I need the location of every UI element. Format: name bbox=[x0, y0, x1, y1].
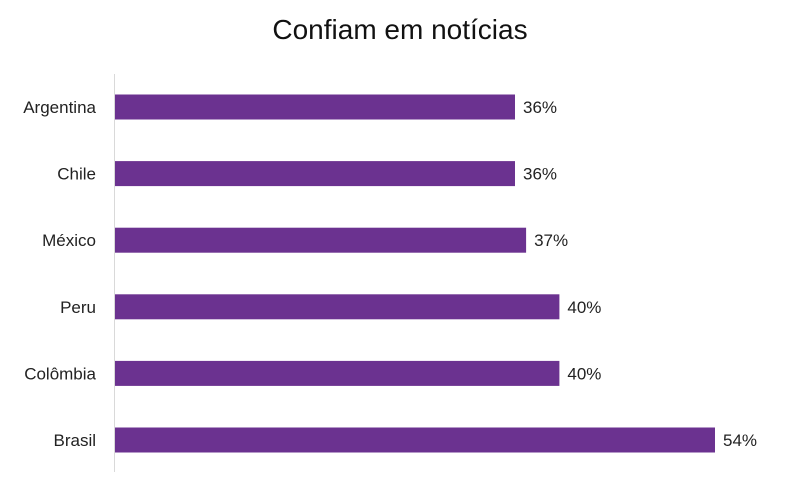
bar-peru bbox=[115, 294, 560, 320]
data-label: 36% bbox=[523, 98, 557, 117]
bar-colômbia bbox=[115, 360, 560, 386]
data-label: 37% bbox=[534, 231, 568, 250]
category-label: Peru bbox=[60, 298, 96, 317]
chart-title: Confiam em notícias bbox=[272, 14, 528, 45]
data-label: 40% bbox=[567, 298, 601, 317]
bar-argentina bbox=[115, 94, 515, 120]
data-label: 36% bbox=[523, 165, 557, 184]
category-label: Chile bbox=[57, 165, 96, 184]
bar-méxico bbox=[115, 227, 527, 253]
bars-group: Argentina 36% Chile 36% México 37% Peru 40% Colô… bbox=[23, 94, 757, 453]
bar-brasil bbox=[115, 427, 715, 453]
category-label: Argentina bbox=[23, 98, 96, 117]
data-label: 54% bbox=[723, 431, 757, 450]
category-label: México bbox=[42, 231, 96, 250]
category-label: Colômbia bbox=[24, 364, 96, 383]
data-label: 40% bbox=[567, 364, 601, 383]
bar-chile bbox=[115, 161, 515, 187]
category-label: Brasil bbox=[53, 431, 96, 450]
